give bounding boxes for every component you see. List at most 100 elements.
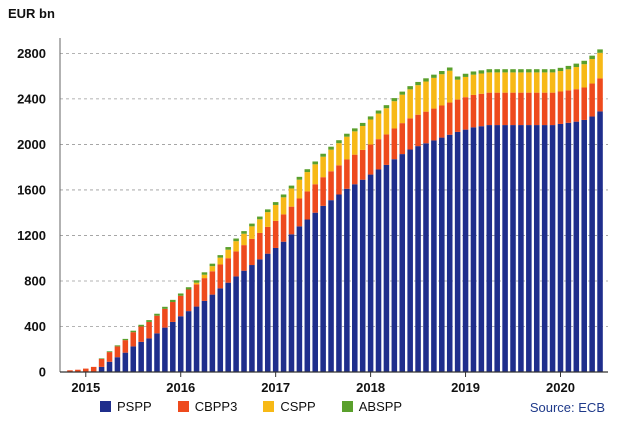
- bar-segment-cbpp3: [328, 171, 334, 201]
- bar-segment-cbpp3: [336, 165, 342, 195]
- bar-segment-cbpp3: [518, 92, 524, 126]
- bar-segment-cspp: [296, 179, 303, 199]
- bar-segment-abspp: [375, 110, 382, 114]
- bar-segment-abspp: [122, 338, 129, 341]
- x-tick-label: 2017: [261, 380, 290, 395]
- bar-segment-abspp: [470, 71, 477, 75]
- bar-segment-cbpp3: [510, 92, 516, 126]
- bar-segment-pspp: [201, 300, 208, 372]
- x-tick-label: 2016: [166, 380, 195, 395]
- bar-segment-abspp: [589, 55, 595, 60]
- bar-segment-cspp: [336, 143, 342, 166]
- bar-segment-pspp: [367, 174, 374, 372]
- bar-segment-cbpp3: [106, 352, 113, 362]
- bar-segment-cbpp3: [565, 90, 572, 123]
- bar-segment-abspp: [391, 98, 398, 102]
- bar-segment-abspp: [304, 169, 311, 173]
- bar-segment-abspp: [565, 65, 572, 70]
- bar-segment-abspp: [146, 320, 152, 322]
- bar-segment-abspp: [264, 209, 271, 213]
- bar-segment-cbpp3: [217, 264, 224, 289]
- bar-segment-cspp: [288, 188, 295, 207]
- bar-segment-pspp: [122, 352, 129, 372]
- bar-segment-abspp: [177, 293, 184, 296]
- bar-segment-pspp: [114, 357, 121, 372]
- bar-segment-abspp: [272, 202, 279, 205]
- bar-segment-cbpp3: [391, 128, 398, 160]
- bar-segment-abspp: [526, 69, 532, 73]
- legend-label-cspp: CSPP: [280, 399, 316, 414]
- bar-segment-cspp: [233, 241, 239, 252]
- bar-segment-cbpp3: [280, 214, 287, 242]
- bar-segment-pspp: [146, 338, 152, 372]
- bar-segment-pspp: [130, 346, 137, 372]
- bar-segment-cbpp3: [75, 369, 81, 372]
- bar-segment-cbpp3: [320, 177, 326, 206]
- bar-segment-cbpp3: [162, 308, 168, 328]
- bar-segment-cspp: [320, 156, 326, 178]
- bar-segment-cbpp3: [352, 154, 358, 185]
- bar-segment-cbpp3: [454, 99, 461, 132]
- bar-segment-abspp: [241, 231, 247, 234]
- bar-segment-pspp: [264, 253, 271, 372]
- bar-segment-abspp: [462, 73, 469, 77]
- bar-segment-cspp: [201, 274, 208, 279]
- bar-segment-abspp: [597, 49, 603, 53]
- bar-segment-pspp: [328, 200, 334, 372]
- bar-segment-abspp: [336, 140, 342, 144]
- bar-segment-abspp: [423, 78, 429, 82]
- bar-segment-cbpp3: [264, 226, 271, 254]
- bar-segment-pspp: [565, 122, 572, 372]
- bar-segment-cspp: [352, 131, 358, 155]
- bar-segment-cspp: [439, 74, 445, 106]
- bar-segment-cspp: [241, 233, 247, 246]
- bar-segment-cbpp3: [502, 92, 508, 126]
- bar-segment-pspp: [217, 288, 224, 372]
- bar-segment-cbpp3: [193, 284, 200, 307]
- bar-segment-cbpp3: [439, 105, 445, 138]
- bar-segment-abspp: [98, 358, 105, 359]
- bar-segment-pspp: [98, 366, 105, 372]
- y-tick-label: 400: [24, 319, 46, 334]
- bar-segment-abspp: [352, 128, 358, 132]
- bar-segment-abspp: [170, 299, 176, 303]
- bar-segment-pspp: [541, 125, 548, 372]
- bar-segment-cbpp3: [257, 232, 263, 260]
- y-tick-label: 1600: [17, 182, 46, 197]
- bar-segment-abspp: [415, 81, 421, 86]
- bar-segment-cspp: [383, 108, 390, 135]
- bar-segment-cbpp3: [533, 92, 540, 126]
- bar-segment-pspp: [423, 143, 429, 372]
- bar-segment-pspp: [399, 154, 406, 372]
- bar-segment-abspp: [383, 105, 390, 109]
- bar-segment-cspp: [359, 125, 366, 150]
- bar-segment-pspp: [296, 226, 303, 372]
- bar-segment-cbpp3: [130, 332, 137, 347]
- legend-swatch-cbpp3: [177, 401, 189, 412]
- bar-segment-abspp: [185, 287, 192, 290]
- bar-segment-cspp: [249, 226, 255, 239]
- bar-segment-abspp: [217, 255, 224, 258]
- legend-swatch-abspp: [341, 401, 353, 412]
- bar-segment-cspp: [478, 73, 485, 94]
- bar-segment-pspp: [193, 306, 200, 372]
- bar-segment-abspp: [486, 69, 493, 73]
- bar-segment-pspp: [549, 125, 556, 372]
- bar-segment-pspp: [272, 247, 279, 372]
- bar-segment-cbpp3: [399, 123, 406, 155]
- bar-segment-cbpp3: [462, 97, 469, 130]
- bar-segment-abspp: [106, 351, 113, 353]
- bar-segment-abspp: [502, 69, 508, 73]
- bar-segment-cspp: [597, 52, 603, 79]
- bar-segment-cspp: [328, 149, 334, 172]
- bar-segment-cbpp3: [209, 271, 216, 295]
- x-tick-label: 2020: [546, 380, 575, 395]
- bar-segment-abspp: [114, 345, 121, 347]
- bar-segment-cbpp3: [312, 184, 318, 213]
- bar-segment-cbpp3: [541, 92, 548, 126]
- bar-segment-abspp: [233, 238, 239, 242]
- bar-segment-pspp: [573, 121, 580, 372]
- bar-segment-pspp: [557, 123, 564, 373]
- bar-segment-pspp: [288, 234, 295, 372]
